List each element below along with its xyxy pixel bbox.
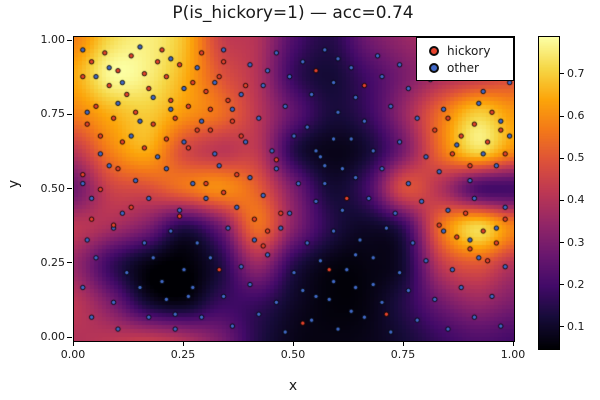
colorbar-tick-label: 0.6	[567, 109, 585, 123]
x-tick	[512, 341, 514, 346]
colorbar-tick	[559, 115, 564, 117]
x-tick	[182, 341, 184, 346]
colorbar-tick-label: 0.4	[567, 193, 585, 207]
heatmap-canvas	[74, 37, 514, 341]
y-tick-label: 0.00	[40, 330, 66, 343]
colorbar-tick-label: 0.2	[567, 277, 585, 291]
y-tick	[67, 336, 72, 338]
colorbar-tick	[559, 242, 564, 244]
colorbar-canvas	[539, 37, 559, 349]
y-tick-label: 0.75	[40, 107, 66, 121]
y-tick	[67, 113, 72, 115]
y-tick-label: 0.25	[40, 255, 66, 269]
plot-area: hickory other	[73, 36, 515, 342]
colorbar	[538, 36, 560, 350]
colorbar-tick	[559, 199, 564, 201]
legend-item-other: other	[429, 59, 513, 76]
colorbar-tick	[559, 284, 564, 286]
x-tick	[72, 341, 74, 346]
hickory-marker-icon	[429, 45, 439, 56]
x-tick-label: 1.00	[500, 348, 526, 361]
colorbar-tick-label: 0.1	[567, 319, 585, 333]
x-axis-label: x	[288, 378, 298, 394]
x-tick-label: 0.25	[170, 348, 196, 361]
x-tick-label: 0.75	[390, 348, 416, 361]
x-tick	[292, 341, 294, 346]
colorbar-tick	[559, 157, 564, 159]
colorbar-tick	[559, 73, 564, 75]
y-tick	[67, 188, 72, 189]
colorbar-tick-label: 0.5	[567, 151, 585, 165]
y-tick	[67, 262, 72, 264]
colorbar-tick-label: 0.7	[567, 66, 585, 80]
x-tick	[402, 341, 404, 346]
legend-item-hickory: hickory	[429, 42, 513, 59]
y-tick	[67, 39, 72, 41]
legend: hickory other	[416, 37, 514, 81]
x-tick-label: 0.00	[60, 348, 86, 361]
y-tick-label: 0.50	[40, 181, 66, 195]
legend-label-other: other	[447, 60, 479, 75]
y-axis-label: y	[6, 179, 22, 189]
x-tick-label: 0.50	[280, 348, 306, 361]
legend-label-hickory: hickory	[447, 43, 491, 58]
other-marker-icon	[429, 62, 439, 73]
chart-title: P(is_hickory=1) — acc=0.74	[172, 3, 414, 23]
colorbar-tick-label: 0.3	[567, 235, 585, 249]
y-tick-label: 1.00	[40, 33, 66, 46]
colorbar-tick	[559, 326, 564, 328]
